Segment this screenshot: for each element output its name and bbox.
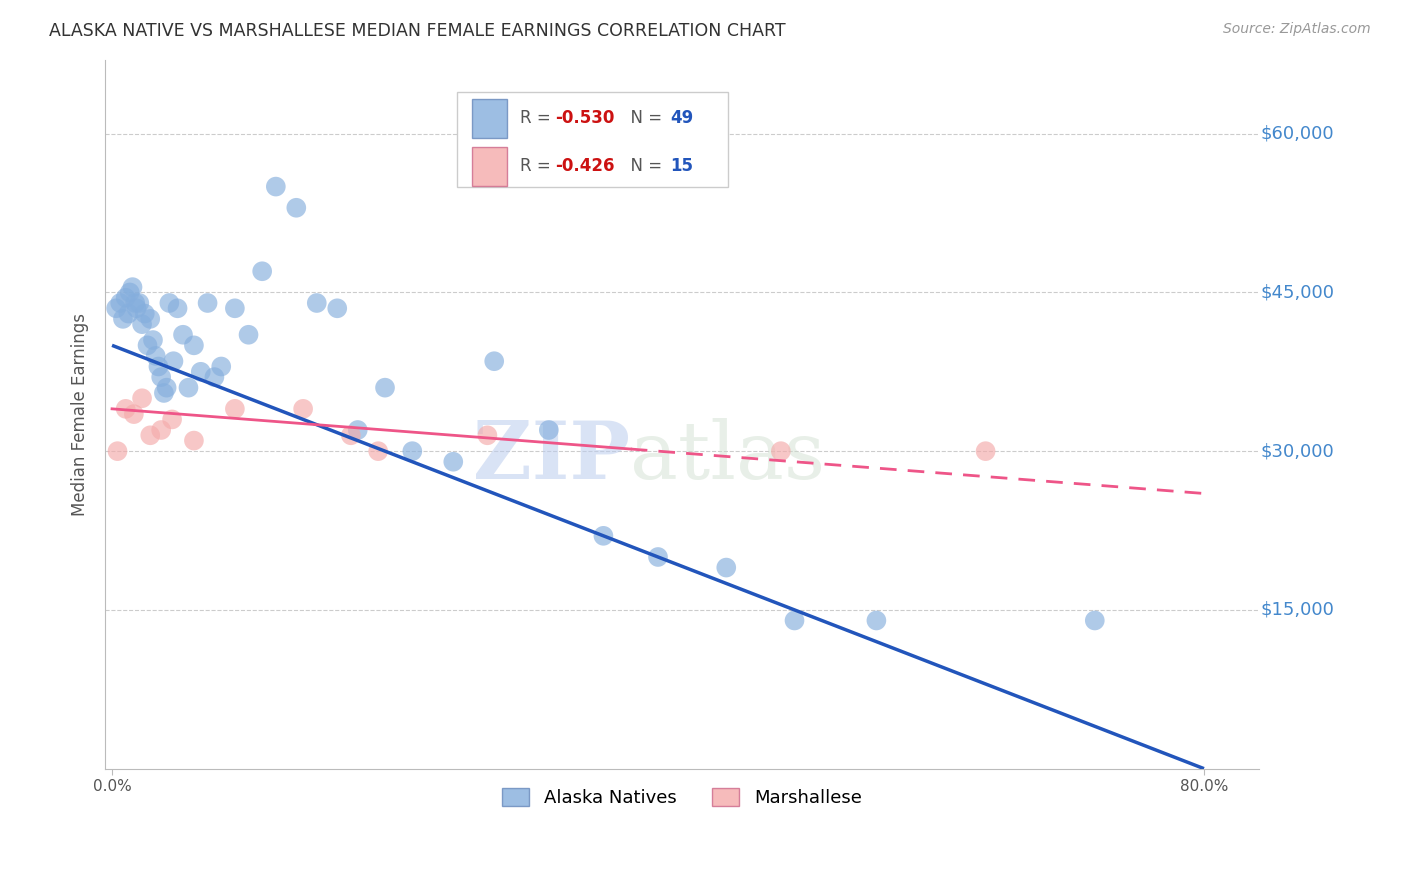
Point (224, 301, 246, 316)
Point (401, 444, 423, 458)
Legend: Alaska Natives, Marshallese: Alaska Natives, Marshallese (494, 779, 870, 816)
Point (121, 280, 143, 294)
Text: $45,000: $45,000 (1261, 284, 1334, 301)
Text: -0.530: -0.530 (555, 110, 614, 128)
Point (285, 201, 308, 215)
FancyBboxPatch shape (457, 92, 728, 187)
Point (131, 391, 153, 405)
Point (183, 338, 205, 352)
Point (224, 401, 246, 416)
Point (190, 365, 212, 379)
Point (117, 307, 139, 321)
Point (107, 444, 129, 458)
Point (160, 412, 183, 426)
Point (716, 560, 738, 574)
Point (162, 354, 184, 368)
Point (1084, 614, 1107, 628)
Point (131, 317, 153, 331)
Y-axis label: Median Female Earnings: Median Female Earnings (72, 312, 89, 516)
Point (124, 296, 146, 310)
Point (647, 549, 669, 564)
Text: R =: R = (520, 110, 557, 128)
Point (114, 291, 136, 305)
Point (250, 264, 273, 278)
Text: N =: N = (620, 157, 666, 175)
Point (110, 296, 132, 310)
Text: -0.426: -0.426 (555, 157, 614, 175)
Point (150, 370, 173, 384)
Text: 15: 15 (671, 157, 693, 175)
Point (156, 381, 179, 395)
Point (592, 529, 614, 543)
Point (769, 444, 792, 458)
Point (157, 296, 180, 310)
Point (114, 401, 136, 416)
Point (340, 428, 363, 442)
Point (783, 614, 806, 628)
Point (326, 301, 349, 316)
Point (865, 614, 887, 628)
Point (142, 333, 165, 347)
Point (477, 428, 499, 442)
Point (441, 455, 464, 469)
Text: $30,000: $30,000 (1261, 442, 1334, 460)
Point (292, 401, 315, 416)
Point (118, 285, 141, 300)
Text: $60,000: $60,000 (1261, 125, 1334, 143)
Point (537, 423, 560, 437)
FancyBboxPatch shape (472, 146, 506, 186)
Point (238, 327, 260, 342)
Point (105, 301, 128, 316)
Point (139, 311, 162, 326)
Point (374, 381, 396, 395)
Point (305, 296, 328, 310)
Point (177, 381, 200, 395)
Text: N =: N = (620, 110, 666, 128)
Text: R =: R = (520, 157, 557, 175)
Point (150, 423, 173, 437)
Point (166, 301, 188, 316)
Text: ALASKA NATIVE VS MARSHALLESE MEDIAN FEMALE EARNINGS CORRELATION CHART: ALASKA NATIVE VS MARSHALLESE MEDIAN FEMA… (49, 22, 786, 40)
Point (183, 434, 205, 448)
Point (145, 349, 167, 363)
Point (139, 428, 162, 442)
Point (128, 296, 150, 310)
Point (202, 370, 225, 384)
Point (122, 407, 145, 421)
Point (148, 359, 170, 374)
Point (264, 179, 287, 194)
Text: ZIP: ZIP (472, 417, 630, 496)
Text: atlas: atlas (630, 417, 825, 496)
Point (209, 359, 232, 374)
Point (974, 444, 997, 458)
Point (367, 444, 389, 458)
Point (197, 296, 219, 310)
Point (153, 386, 176, 401)
Point (125, 301, 148, 316)
FancyBboxPatch shape (472, 99, 506, 137)
Point (484, 354, 506, 368)
Point (134, 307, 156, 321)
Point (111, 311, 134, 326)
Text: Source: ZipAtlas.com: Source: ZipAtlas.com (1223, 22, 1371, 37)
Point (136, 338, 159, 352)
Text: 49: 49 (671, 110, 693, 128)
Text: $15,000: $15,000 (1261, 601, 1334, 619)
Point (172, 327, 194, 342)
Point (346, 423, 368, 437)
